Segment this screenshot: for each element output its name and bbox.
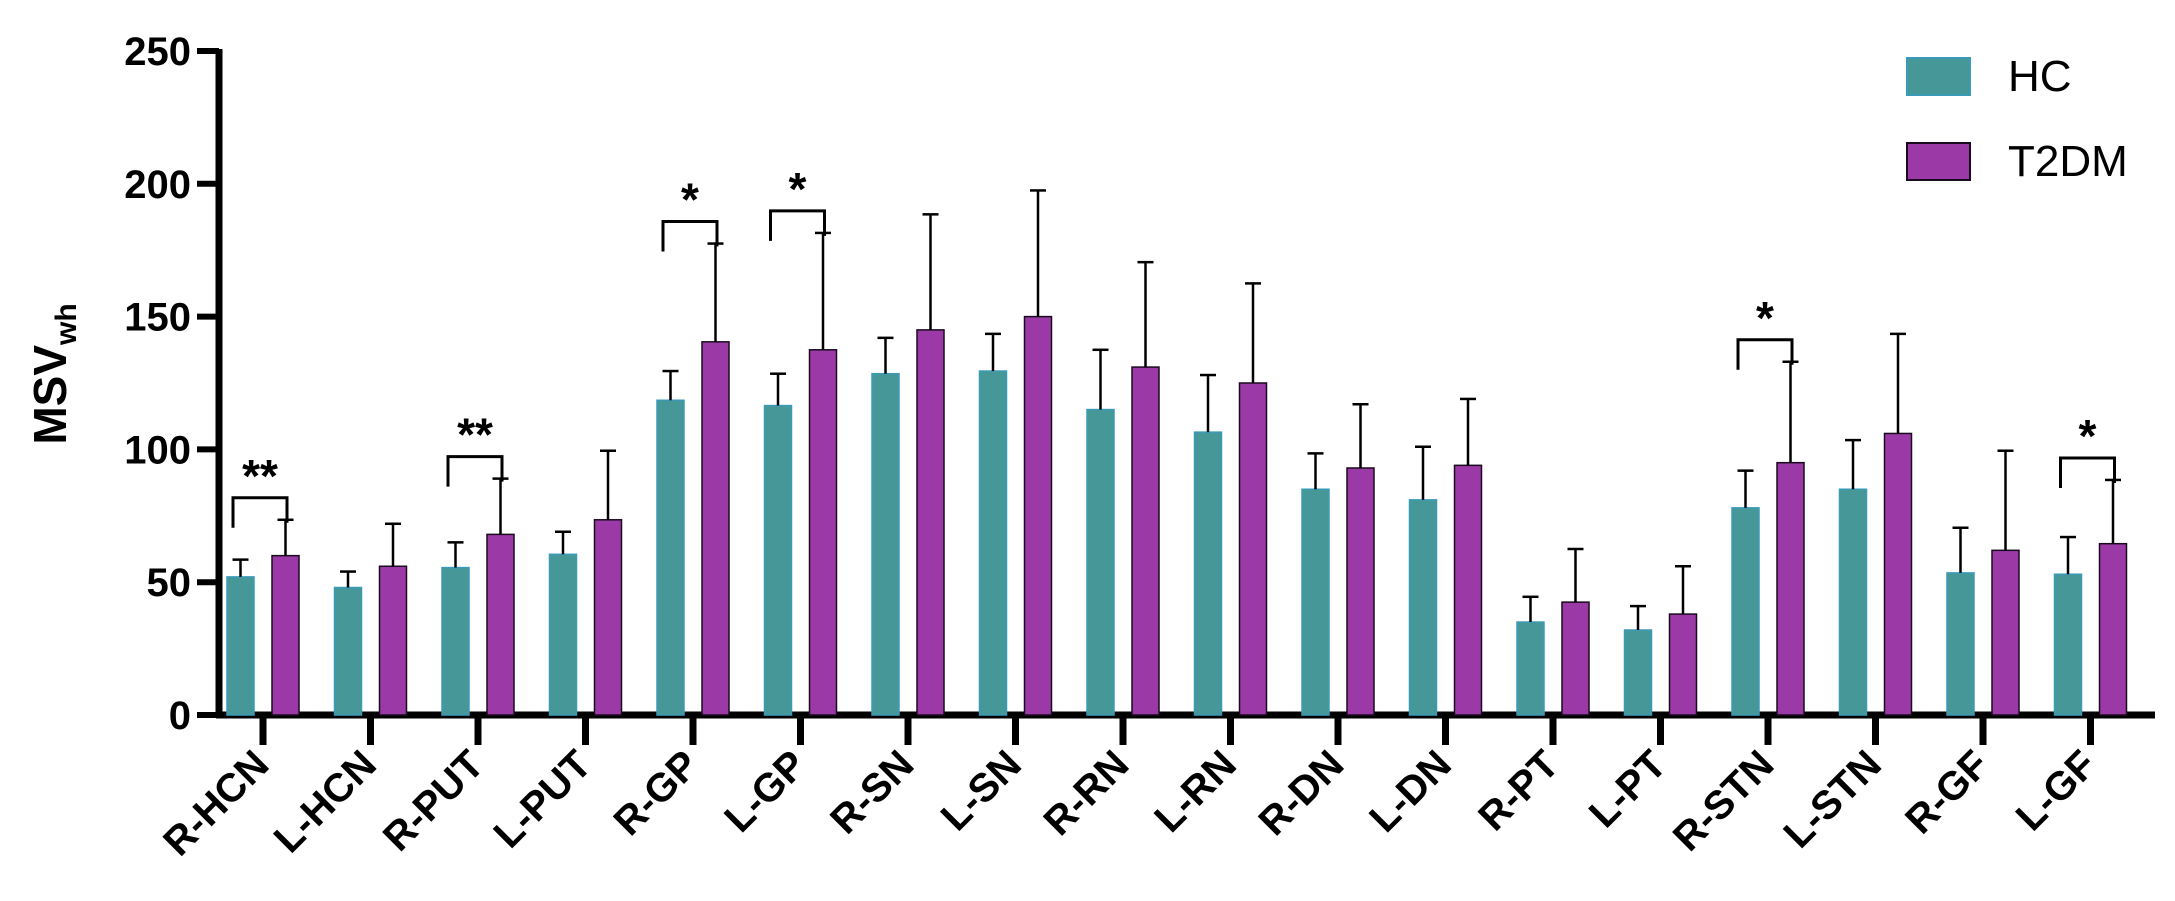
bar-t2dm-l-stn	[1883, 432, 1913, 716]
bar-hc-l-gf	[2053, 573, 2083, 716]
bar-hc-l-stn	[1838, 488, 1868, 716]
bar-hc-r-hcn	[226, 576, 255, 716]
x-tick-label: R-SN	[822, 742, 922, 842]
x-tick-label: R-RN	[1036, 742, 1138, 844]
y-tick-label: 200	[124, 163, 191, 207]
x-tick-label: R-DN	[1251, 742, 1353, 844]
x-tick-label: R-PT	[1470, 742, 1567, 839]
bar-hc-r-put	[441, 566, 470, 716]
bar-t2dm-r-dn	[1346, 467, 1375, 716]
x-tick-label: L-DN	[1361, 742, 1460, 841]
bar-t2dm-l-rn	[1238, 382, 1268, 716]
y-tick-label: 150	[124, 296, 191, 340]
error-bars	[232, 189, 2121, 631]
x-tick-label: L-SN	[933, 742, 1030, 839]
x-tick-label: R-HCN	[155, 742, 277, 864]
significance-bracket	[769, 209, 826, 241]
y-axis: 0 50 100 150 200 250	[124, 30, 223, 738]
bars	[226, 315, 2128, 716]
legend: HC T2DM	[1906, 52, 2128, 186]
bar-t2dm-l-gp	[808, 349, 838, 716]
y-tick-label: 250	[124, 30, 191, 74]
x-tick-label: L-PT	[1581, 742, 1675, 836]
x-tick-label: L-GF	[2008, 742, 2105, 839]
y-tick-label: 0	[169, 694, 191, 738]
significance-star: *	[789, 163, 807, 215]
bar-t2dm-r-stn	[1776, 461, 1805, 716]
x-tick-label: L-GP	[716, 742, 815, 841]
bar-t2dm-r-gp	[701, 341, 730, 716]
significance-bracket	[2059, 456, 2116, 488]
bar-hc-l-pt	[1623, 629, 1653, 716]
bar-hc-l-hcn	[333, 586, 363, 716]
bar-hc-r-sn	[871, 372, 900, 716]
x-tick-label: L-STN	[1775, 742, 1889, 856]
significance-star: *	[2079, 410, 2097, 462]
legend-label-t2dm: T2DM	[2008, 137, 2128, 186]
bar-t2dm-r-put	[486, 533, 515, 716]
bar-t2dm-l-hcn	[378, 565, 408, 716]
significance-bracket	[661, 220, 719, 252]
significance-star: *	[681, 174, 699, 226]
bar-hc-l-dn	[1408, 499, 1438, 716]
significance-star: **	[242, 450, 278, 502]
bar-hc-l-put	[548, 553, 578, 716]
y-axis-label-main: MSV	[24, 345, 76, 445]
significance-bracket	[231, 496, 289, 528]
bar-hc-r-gf	[1946, 572, 1975, 716]
bar-t2dm-r-pt	[1561, 601, 1590, 716]
bar-hc-l-rn	[1193, 431, 1223, 716]
bar-hc-r-stn	[1731, 507, 1760, 716]
significance-annotations: ***** ***	[231, 163, 2116, 528]
y-axis-label-subscript: wh	[50, 303, 83, 346]
legend-swatch-t2dm	[1906, 142, 1971, 181]
bar-hc-r-pt	[1516, 621, 1545, 716]
x-tick-label: R-GP	[606, 742, 708, 844]
x-tick-label: R-STN	[1665, 742, 1783, 860]
legend-swatch-hc	[1906, 57, 1971, 96]
bar-t2dm-l-gf	[2098, 542, 2128, 716]
bar-t2dm-l-sn	[1023, 315, 1053, 716]
bar-t2dm-r-rn	[1131, 366, 1160, 716]
significance-star: **	[457, 409, 493, 461]
y-tick-label: 50	[147, 561, 192, 605]
x-tick-label: R-PUT	[375, 742, 493, 860]
x-tick-label: L-RN	[1146, 742, 1245, 841]
y-tick-label: 100	[124, 428, 191, 472]
x-tick-label: L-PUT	[485, 742, 599, 856]
significance-star: *	[1756, 292, 1774, 344]
bar-t2dm-r-hcn	[271, 554, 300, 716]
bar-hc-r-rn	[1086, 408, 1115, 716]
significance-bracket	[446, 455, 504, 487]
bar-t2dm-r-sn	[916, 329, 945, 716]
bar-hc-l-sn	[978, 370, 1008, 716]
bar-t2dm-r-gf	[1991, 549, 2020, 716]
bar-hc-r-dn	[1301, 488, 1330, 716]
y-axis-label: MSVwh	[24, 303, 83, 444]
legend-label-hc: HC	[2008, 52, 2072, 101]
bar-t2dm-l-pt	[1668, 613, 1698, 716]
x-tick-label: L-HCN	[266, 742, 385, 861]
bar-t2dm-l-put	[593, 519, 623, 716]
bar-hc-l-gp	[763, 404, 793, 716]
x-tick-label: R-GF	[1897, 742, 1997, 842]
significance-bracket	[1736, 338, 1794, 370]
bar-t2dm-l-dn	[1453, 464, 1483, 716]
bar-hc-r-gp	[656, 399, 685, 716]
